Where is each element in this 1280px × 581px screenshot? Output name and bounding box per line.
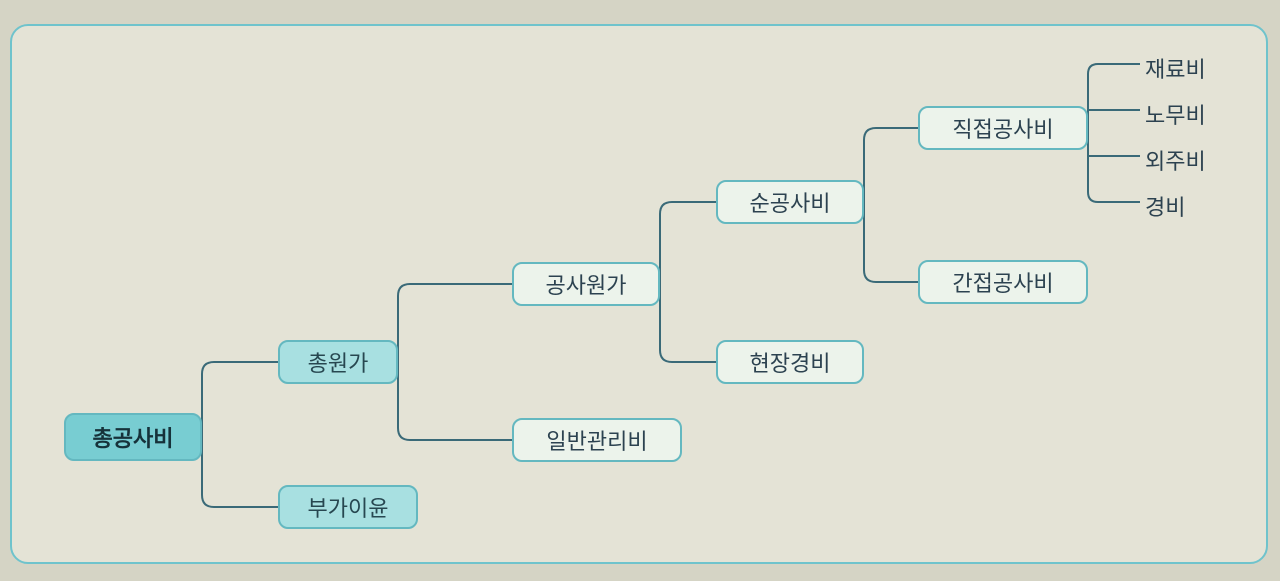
node-label: 직접공사비	[952, 112, 1053, 144]
leaf-label: 노무비	[1145, 103, 1206, 128]
leaf-outsourcing: 외주비	[1145, 144, 1206, 176]
node-surcharge-profit: 부가이윤	[278, 485, 418, 529]
leaf-label: 외주비	[1145, 149, 1206, 174]
node-net-construction: 순공사비	[716, 180, 864, 224]
node-construction-cost: 공사원가	[512, 262, 660, 306]
leaf-label: 경비	[1145, 195, 1185, 220]
node-direct-cost: 직접공사비	[918, 106, 1088, 150]
leaf-expense: 경비	[1145, 190, 1185, 222]
node-total-cost: 총원가	[278, 340, 398, 384]
node-label: 총공사비	[93, 421, 174, 453]
node-label: 순공사비	[750, 186, 831, 218]
node-label: 현장경비	[750, 346, 831, 378]
leaf-label: 재료비	[1145, 57, 1206, 82]
node-label: 총원가	[308, 346, 369, 378]
leaf-labor: 노무비	[1145, 98, 1206, 130]
node-label: 간접공사비	[952, 266, 1053, 298]
node-indirect-cost: 간접공사비	[918, 260, 1088, 304]
node-label: 일반관리비	[546, 424, 647, 456]
node-label: 부가이윤	[308, 491, 389, 523]
node-general-admin: 일반관리비	[512, 418, 682, 462]
leaf-materials: 재료비	[1145, 52, 1206, 84]
node-label: 공사원가	[546, 268, 627, 300]
node-field-expense: 현장경비	[716, 340, 864, 384]
node-root: 총공사비	[64, 413, 202, 461]
